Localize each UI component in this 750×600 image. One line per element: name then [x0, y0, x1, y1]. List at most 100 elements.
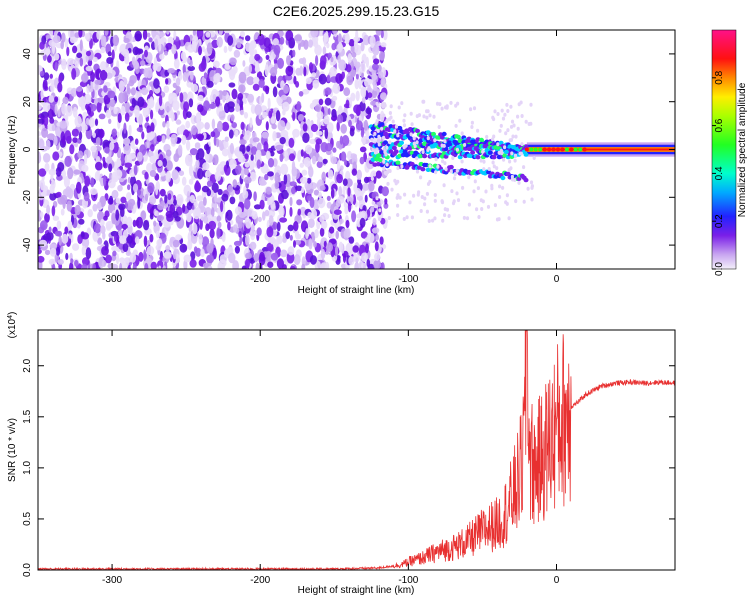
heatmap-signal-cell	[391, 145, 397, 151]
heatmap-faint-cell	[492, 134, 496, 139]
heatmap-faint-cell	[500, 151, 504, 156]
heatmap-noise-cell	[40, 211, 44, 219]
heatmap-noise-cell	[120, 152, 125, 164]
heatmap-noise-cell	[165, 149, 172, 157]
heatmap-faint-cell	[440, 200, 445, 205]
heatmap-faint-cell	[391, 119, 395, 124]
heatmap-noise-cell	[288, 153, 296, 162]
heatmap-noise-cell	[111, 128, 118, 137]
heatmap-noise-cell	[51, 263, 56, 269]
heatmap-noise-cell	[124, 162, 133, 168]
heatmap-noise-cell	[372, 63, 379, 71]
heatmap-noise-cell	[85, 50, 92, 57]
heatmap-faint-cell	[493, 109, 497, 114]
heatmap-noise-cell	[146, 132, 154, 141]
heatmap-noise-cell	[379, 236, 384, 245]
heatmap-noise-cell	[374, 241, 379, 252]
heatmap-noise-cell	[90, 188, 98, 196]
heatmap-noise-cell	[324, 143, 333, 152]
heatmap-noise-cell	[381, 186, 389, 197]
heatmap-noise-cell	[332, 147, 337, 153]
heatmap-noise-cell	[190, 71, 194, 81]
heatmap-noise-cell	[275, 110, 281, 122]
heatmap-noise-cell	[155, 230, 160, 239]
y-tick-label: -20	[22, 190, 33, 205]
heatmap-faint-cell	[530, 185, 534, 190]
heatmap-noise-cell	[167, 193, 172, 201]
heatmap-noise-cell	[228, 69, 237, 77]
heatmap-faint-cell	[484, 189, 488, 194]
heatmap-faint-cell	[425, 191, 429, 196]
heatmap-faint-cell	[443, 161, 447, 166]
heatmap-noise-cell	[61, 103, 67, 115]
heatmap-noise-cell	[360, 42, 365, 52]
heatmap-faint-cell	[445, 104, 449, 109]
figure-title: C2E6.2025.299.15.23.G15	[273, 3, 440, 19]
heatmap-faint-cell	[529, 102, 533, 107]
heatmap-faint-cell	[445, 207, 450, 212]
heatmap-faint-cell	[517, 102, 521, 107]
heatmap-noise-cell	[72, 137, 78, 144]
y-tick-label: 0.5	[22, 512, 33, 526]
heatmap-noise-cell	[245, 234, 250, 246]
heatmap-noise-cell	[380, 110, 385, 123]
heatmap-noise-cell	[66, 46, 70, 57]
heatmap-noise-cell	[280, 249, 288, 258]
heatmap-noise-cell	[72, 243, 80, 251]
heatmap-faint-cell	[481, 149, 485, 154]
heatmap-noise-cell	[88, 117, 95, 128]
heatmap-noise-cell	[106, 57, 114, 64]
heatmap-noise-cell	[265, 86, 270, 95]
heatmap-noise-cell	[166, 213, 174, 222]
heatmap-noise-cell	[205, 170, 211, 178]
heatmap-faint-cell	[396, 166, 400, 171]
heatmap-noise-cell	[203, 196, 207, 206]
heatmap-noise-cell	[58, 236, 62, 246]
heatmap-noise-cell	[348, 236, 355, 244]
heatmap-noise-cell	[351, 168, 358, 176]
heatmap-faint-cell	[505, 193, 509, 198]
heatmap-faint-cell	[427, 146, 431, 151]
heatmap-noise-cell	[338, 186, 343, 197]
heatmap-faint-cell	[501, 185, 505, 190]
heatmap-noise-cell	[330, 188, 335, 199]
heatmap-noise-cell	[105, 109, 112, 119]
heatmap-faint-cell	[441, 159, 445, 164]
heatmap-signal-cell	[409, 161, 415, 167]
heatmap-noise-cell	[252, 137, 260, 143]
heatmap-signal-cell	[491, 155, 497, 160]
heatmap-noise-cell	[311, 155, 317, 165]
heatmap-noise-cell	[205, 134, 211, 140]
heatmap-noise-cell	[163, 50, 169, 56]
heatmap-noise-cell	[38, 104, 42, 110]
heatmap-noise-cell	[116, 157, 121, 168]
heatmap-signal-cell	[415, 128, 420, 134]
heatmap-noise-cell	[218, 259, 227, 267]
heatmap-noise-cell	[104, 67, 113, 73]
heatmap-noise-cell	[300, 149, 304, 157]
heatmap-faint-cell	[431, 218, 435, 223]
heatmap-noise-cell	[40, 89, 44, 100]
heatmap-noise-cell	[242, 60, 246, 67]
heatmap-noise-cell	[60, 194, 68, 205]
heatmap-noise-cell	[301, 263, 306, 269]
heatmap-noise-cell	[124, 257, 129, 268]
heatmap-faint-cell	[433, 193, 437, 197]
heatmap-noise-cell	[371, 227, 380, 234]
heatmap-noise-cell	[237, 93, 244, 101]
heatmap-noise-cell	[156, 135, 163, 143]
heatmap-noise-cell	[127, 184, 131, 191]
heatmap-noise-cell	[164, 194, 168, 204]
heatmap-noise-cell	[107, 90, 116, 99]
heatmap-noise-cell	[321, 220, 328, 229]
heatmap-noise-cell	[196, 115, 201, 124]
heatmap-noise-cell	[309, 255, 317, 265]
heatmap-noise-cell	[286, 186, 292, 194]
heatmap-faint-cell	[382, 166, 386, 171]
heatmap-noise-cell	[285, 30, 294, 42]
heatmap-signal-cell	[422, 153, 428, 159]
heatmap-noise-cell	[338, 59, 347, 71]
heatmap-noise-cell	[194, 142, 201, 149]
heatmap-noise-cell	[42, 79, 48, 90]
heatmap-faint-cell	[514, 134, 518, 139]
